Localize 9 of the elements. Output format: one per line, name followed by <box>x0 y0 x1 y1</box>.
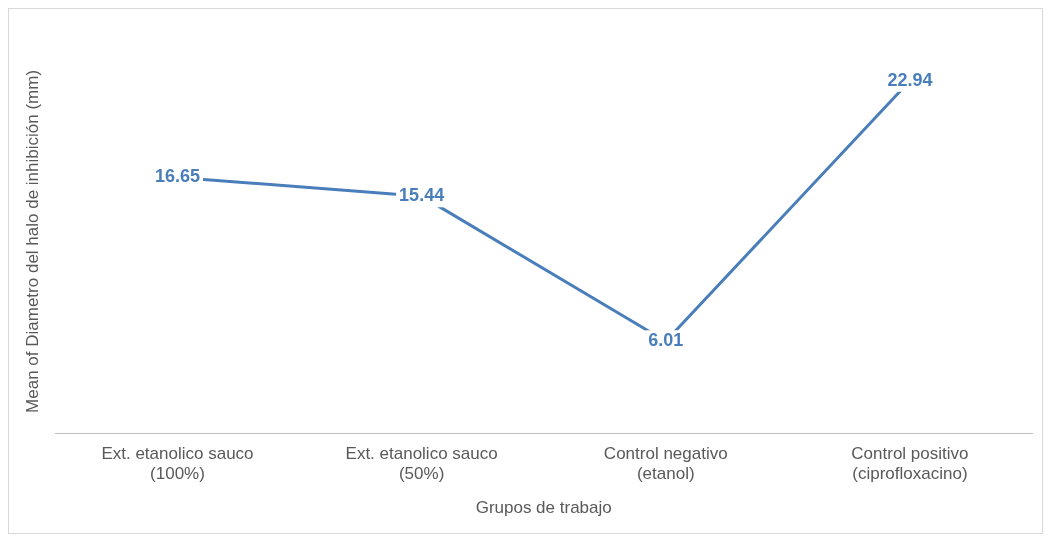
data-label: 16.65 <box>154 166 200 187</box>
y-axis-title: Mean of Diametro del halo de inhibición (mm) <box>22 69 42 413</box>
x-tick-label: Ext. etanolico sauco (100%) <box>101 443 254 484</box>
x-axis-title: Grupos de trabajo <box>475 498 612 518</box>
data-label: 15.44 <box>399 185 445 206</box>
x-tick-label: Control positivo (ciprofloxacino) <box>851 443 969 484</box>
x-tick-label: Ext. etanolico sauco (50%) <box>345 443 498 484</box>
data-label: 22.94 <box>887 69 933 90</box>
x-tick-label: Control negativo (etanol) <box>603 443 728 484</box>
